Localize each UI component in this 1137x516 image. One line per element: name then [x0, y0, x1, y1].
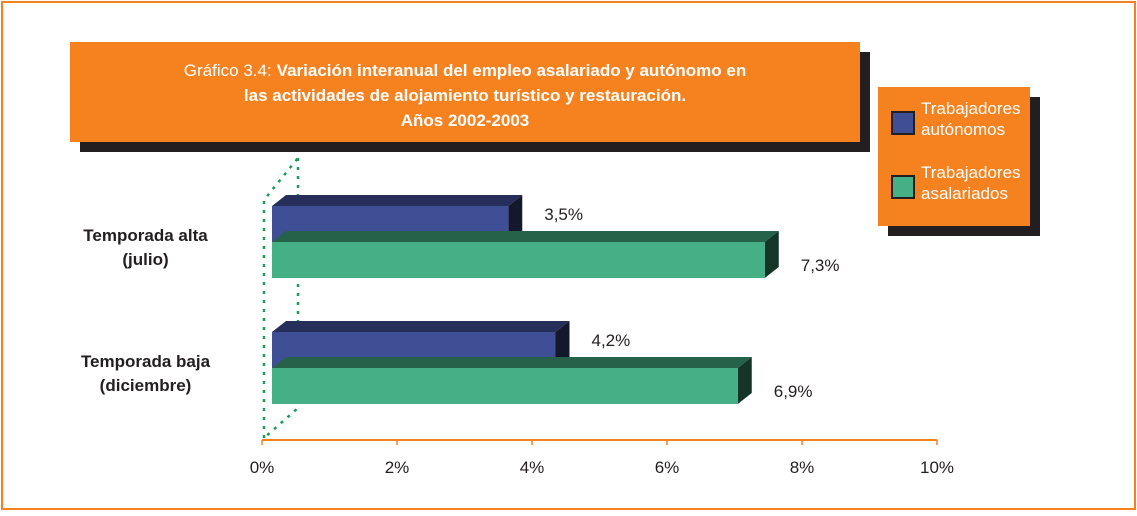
legend-label: Trabajadores asalariados — [921, 163, 1021, 203]
category-label-box: Temporada baja (diciembre) — [80, 352, 211, 395]
bar-side — [555, 321, 570, 368]
bar-side — [764, 231, 779, 278]
bar-side — [737, 357, 752, 404]
x-tick-label: 4% — [520, 458, 545, 477]
x-tick-label: 10% — [920, 458, 954, 477]
title-line: Gráfico 3.4: Variación interanual del emp… — [184, 61, 746, 80]
title: las actividades de alojamiento turístico… — [244, 86, 686, 105]
bar-top — [272, 357, 752, 368]
x-tick-label: 6% — [655, 458, 680, 477]
title-box — [70, 42, 860, 142]
x-tick-label: 2% — [385, 458, 410, 477]
x-tick-label: 8% — [790, 458, 815, 477]
category-label: Temporada alta (julio) — [83, 226, 208, 269]
category-label-box: Temporada alta (julio) — [83, 226, 208, 269]
bar-top — [272, 321, 570, 332]
legend-label: Trabajadores autónomos — [921, 99, 1021, 139]
x-tick-label: 0% — [250, 458, 275, 477]
title-label: Gráfico 3.4: — [184, 61, 272, 80]
legend-label-box: Trabajadores asalariados — [921, 163, 1021, 203]
title: Años 2002-2003 — [401, 111, 530, 130]
value-label: 3,5% — [544, 205, 583, 224]
bar-top — [272, 195, 523, 206]
legend-swatch — [891, 175, 915, 199]
legend-label-box: Trabajadores autónomos — [921, 99, 1021, 139]
value-label: 6,9% — [774, 382, 813, 401]
bar — [272, 368, 738, 404]
legend-box — [878, 87, 1030, 226]
bar-top — [272, 231, 779, 242]
legend-swatch — [891, 111, 915, 135]
category-label: Temporada baja (diciembre) — [80, 352, 211, 395]
title: Variación interanual del empleo asalaria… — [277, 61, 747, 80]
value-label: 7,3% — [801, 256, 840, 275]
value-label: 4,2% — [592, 331, 631, 350]
bar — [272, 242, 765, 278]
bar-side — [508, 195, 523, 242]
